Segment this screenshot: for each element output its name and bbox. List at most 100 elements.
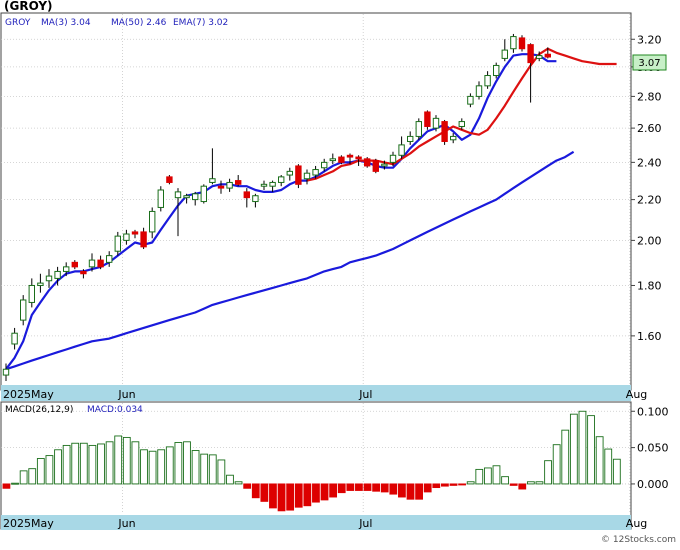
ma50-path: [5, 150, 575, 371]
macd-x-tick-label: Jun: [117, 517, 135, 530]
macd-bar: [346, 483, 355, 491]
candle: [295, 164, 302, 189]
candle: [312, 165, 319, 179]
macd-bar: [587, 415, 595, 485]
macd-bar: [19, 470, 28, 485]
x-tick-label: Aug: [626, 388, 647, 401]
candle: [278, 175, 285, 187]
candle: [20, 295, 27, 326]
macd-bar: [372, 483, 381, 492]
candle-body: [432, 117, 440, 129]
candle-body: [88, 259, 96, 268]
macd-bar: [286, 483, 295, 511]
macd-bar: [251, 483, 260, 499]
macd-bar: [28, 468, 37, 485]
candle: [510, 33, 517, 53]
candle: [364, 157, 371, 168]
candle: [217, 180, 225, 194]
macd-tick-label: 0.050: [637, 442, 669, 455]
macd-bar: [62, 444, 71, 485]
candle: [80, 269, 87, 279]
candle: [252, 193, 259, 208]
macd-bar: [415, 483, 423, 500]
candle: [28, 278, 36, 308]
macd-bar: [509, 483, 518, 486]
candle-body: [441, 121, 448, 142]
candle-body: [269, 181, 276, 187]
macd-bar: [329, 483, 338, 498]
price-tick-label: 3.20: [637, 33, 662, 46]
candle: [544, 47, 551, 59]
candle: [407, 131, 414, 145]
macd-bar: [79, 442, 88, 485]
macd-tick-label: 0.000: [637, 478, 669, 491]
candle-body: [200, 185, 208, 203]
candle: [398, 136, 405, 159]
candle-body: [71, 261, 78, 268]
candle: [123, 229, 130, 245]
macd-bar: [501, 476, 509, 485]
candle: [54, 266, 61, 286]
candle: [536, 51, 543, 62]
candle: [88, 253, 96, 272]
candle: [269, 180, 276, 192]
macd-bar: [526, 481, 535, 485]
macd-bar: [363, 483, 372, 491]
candle: [149, 207, 156, 239]
price-x-axis: 2025May Jun Jul Aug: [3, 388, 647, 401]
candle-body: [372, 160, 380, 172]
candle: [63, 262, 70, 277]
candle-body: [183, 195, 190, 199]
candle: [106, 251, 113, 267]
candle: [501, 39, 509, 62]
macd-bar: [518, 483, 527, 490]
candle-body: [510, 36, 517, 50]
candle-body: [398, 144, 405, 156]
candle: [338, 155, 345, 165]
candle: [424, 110, 431, 130]
macd-bar: [432, 483, 441, 489]
macd-bar: [122, 436, 131, 485]
candle-body: [303, 172, 311, 180]
candle-body: [295, 165, 302, 185]
candle: [157, 186, 165, 212]
legend-symbol: GROY: [5, 18, 31, 28]
macd-bar: [449, 483, 458, 486]
price-tick-label: 1.80: [637, 279, 662, 292]
candle-body: [484, 75, 491, 87]
candle: [45, 269, 53, 288]
macd-bar: [578, 410, 587, 485]
candle: [114, 231, 121, 256]
candle: [174, 188, 182, 237]
candle-body: [149, 210, 156, 233]
candle: [321, 158, 328, 172]
x-tick-label: 2025May: [3, 388, 54, 401]
macd-bar: [612, 458, 621, 485]
candle-body: [493, 64, 500, 77]
candle-body: [346, 154, 354, 158]
candle: [381, 160, 388, 170]
candle-body: [192, 193, 199, 201]
candle-body: [63, 266, 70, 272]
candle-body: [424, 111, 431, 127]
candle: [166, 175, 173, 185]
legend-ma50: MA(50) 2.46: [111, 18, 167, 28]
candle: [389, 151, 397, 166]
candle-body: [209, 178, 216, 183]
candle: [467, 93, 474, 108]
macd-bar: [492, 465, 501, 485]
macd-bar: [380, 483, 389, 493]
candle: [518, 35, 526, 52]
candle: [200, 184, 208, 204]
candle: [235, 175, 242, 187]
candle: [2, 363, 10, 381]
candle-body: [329, 158, 337, 162]
macd-bar: [406, 483, 415, 500]
candle-body: [80, 270, 87, 275]
macd-bar: [45, 455, 54, 485]
macd-legend-value: MACD:0.034: [87, 405, 143, 415]
macd-bar: [260, 483, 269, 502]
macd-bar: [595, 436, 604, 485]
candle-body: [364, 158, 371, 167]
